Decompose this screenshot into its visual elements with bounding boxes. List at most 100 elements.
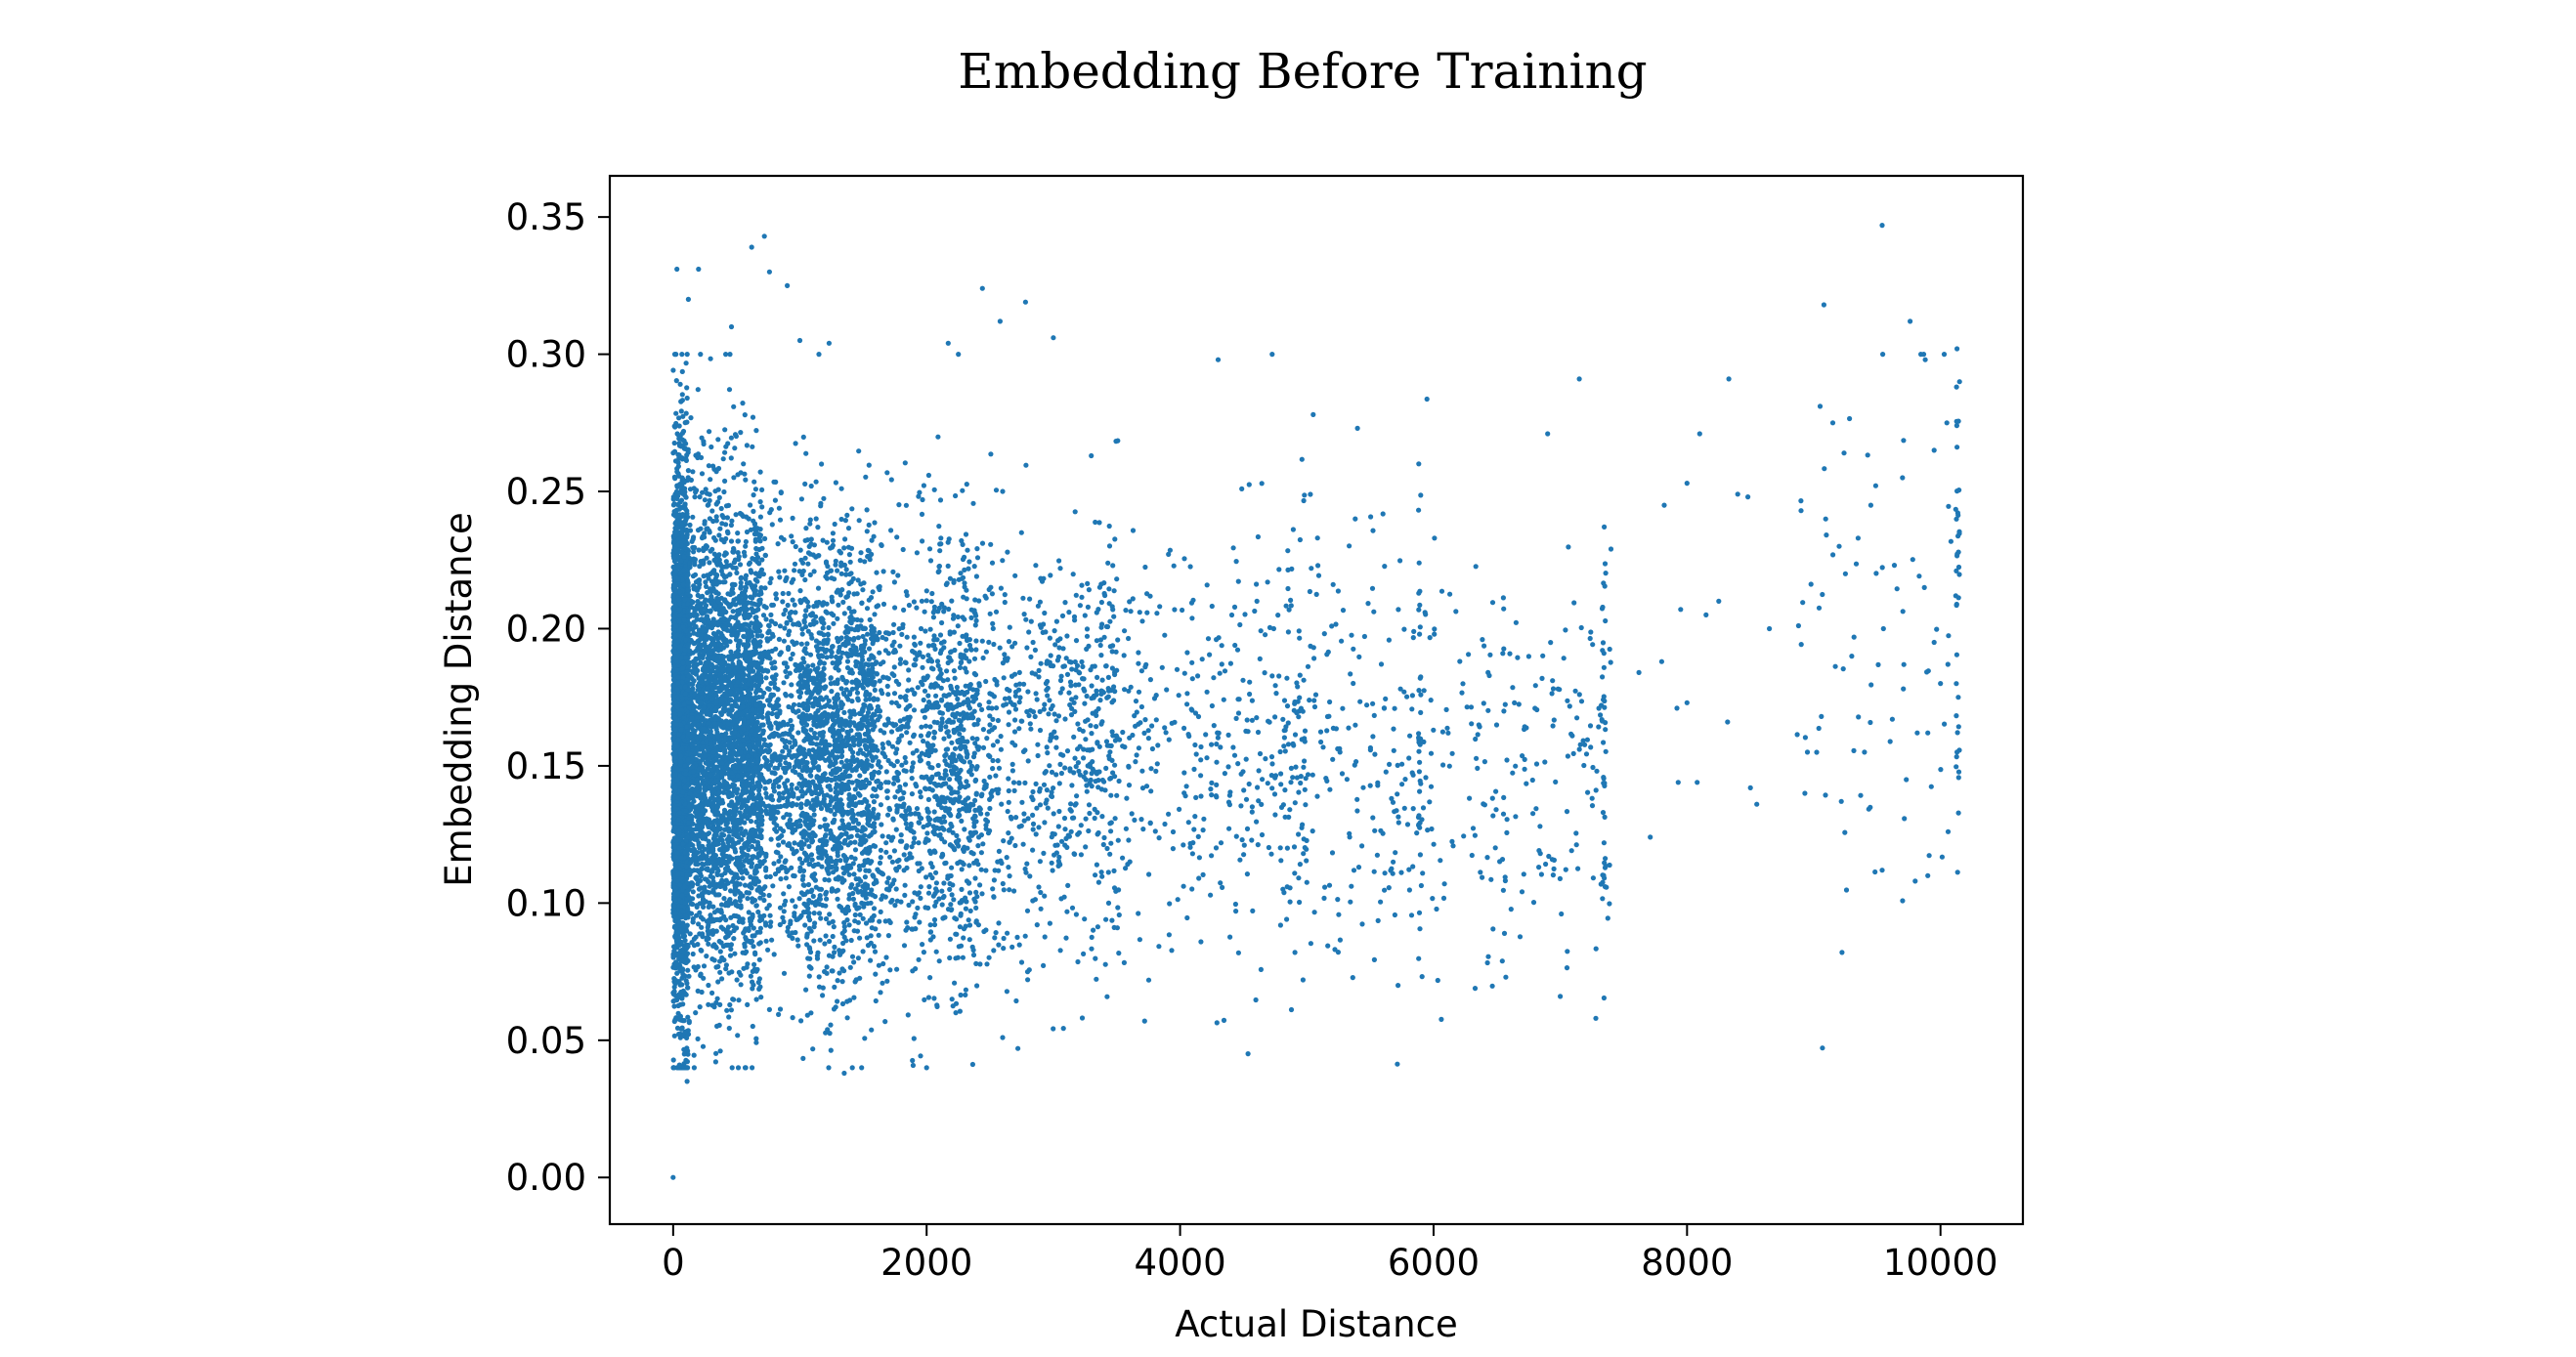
data-point	[672, 866, 678, 872]
data-point	[701, 963, 708, 969]
data-point	[691, 630, 697, 636]
data-point	[730, 549, 737, 555]
data-point	[697, 1004, 703, 1010]
data-point	[744, 529, 751, 535]
data-point	[683, 360, 689, 366]
data-point	[686, 973, 692, 979]
data-point	[708, 477, 713, 483]
data-point	[683, 978, 689, 984]
data-point	[717, 1048, 723, 1054]
data-point	[833, 480, 839, 486]
data-point	[735, 538, 741, 544]
data-point	[735, 530, 741, 536]
data-point	[696, 818, 702, 824]
data-point	[707, 429, 712, 435]
data-point	[675, 513, 681, 519]
data-point	[753, 428, 759, 434]
data-point	[670, 367, 676, 373]
data-point	[702, 519, 708, 525]
data-point	[695, 1036, 701, 1041]
data-point	[700, 655, 706, 660]
data-point	[681, 1046, 687, 1052]
data-point	[683, 441, 689, 446]
data-point	[684, 582, 691, 588]
data-point	[713, 501, 719, 507]
data-point	[698, 526, 704, 531]
data-point	[684, 352, 690, 358]
data-point	[687, 931, 693, 937]
data-point	[685, 907, 691, 912]
data-point	[722, 742, 728, 748]
data-point	[752, 536, 758, 542]
data-point	[671, 628, 677, 634]
data-point	[671, 1003, 677, 1009]
data-point	[730, 997, 736, 1002]
data-point	[727, 352, 733, 358]
data-point	[673, 938, 680, 944]
data-point	[692, 657, 699, 663]
data-point	[695, 683, 701, 689]
data-point	[677, 433, 683, 439]
data-point	[750, 896, 755, 902]
data-point	[685, 985, 691, 991]
data-point	[738, 826, 744, 831]
data-point	[757, 597, 763, 603]
data-point	[734, 570, 740, 576]
data-point	[676, 618, 682, 625]
data-point	[684, 946, 690, 952]
data-point	[673, 352, 679, 358]
data-point	[706, 830, 712, 836]
data-point	[830, 933, 836, 940]
data-point	[704, 490, 710, 496]
data-point	[711, 707, 718, 714]
data-point	[672, 583, 678, 589]
data-point	[712, 488, 718, 494]
data-point	[683, 494, 689, 500]
data-point	[700, 1043, 707, 1049]
data-point	[709, 956, 715, 962]
data-point	[690, 707, 697, 713]
data-point	[753, 551, 759, 557]
data-point	[755, 909, 761, 915]
data-point	[724, 1007, 730, 1013]
data-point	[723, 522, 729, 528]
data-point	[732, 432, 739, 438]
data-point	[732, 445, 738, 451]
data-point	[715, 437, 721, 443]
data-point	[706, 1001, 711, 1007]
data-point	[717, 949, 723, 954]
data-point	[736, 554, 742, 560]
data-point	[736, 997, 742, 1003]
data-point	[679, 948, 685, 954]
data-point	[691, 1065, 698, 1071]
data-point	[684, 1059, 691, 1065]
data-point	[718, 505, 724, 512]
data-point	[670, 502, 677, 508]
data-point	[726, 1025, 732, 1032]
data-point	[747, 813, 752, 819]
data-point	[708, 548, 713, 554]
data-point	[751, 508, 756, 515]
data-point	[726, 387, 733, 393]
data-point	[690, 901, 696, 908]
data-point	[674, 495, 680, 501]
data-point	[697, 645, 703, 651]
data-point	[672, 458, 679, 464]
data-point	[679, 994, 685, 999]
data-point	[755, 979, 761, 986]
data-point	[718, 924, 724, 930]
data-point	[736, 839, 742, 845]
data-point	[687, 621, 694, 627]
data-point	[738, 430, 744, 436]
data-point	[721, 488, 727, 495]
data-point	[750, 1023, 755, 1030]
data-point	[722, 427, 728, 433]
data-point	[744, 649, 750, 655]
data-point	[678, 444, 684, 449]
data-point	[750, 414, 756, 420]
data-point	[760, 702, 767, 709]
data-point	[690, 469, 696, 475]
data-point	[678, 408, 684, 414]
data-point	[684, 385, 690, 391]
